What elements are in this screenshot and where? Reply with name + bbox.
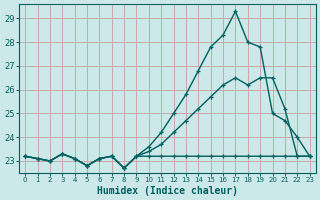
X-axis label: Humidex (Indice chaleur): Humidex (Indice chaleur) xyxy=(97,186,238,196)
